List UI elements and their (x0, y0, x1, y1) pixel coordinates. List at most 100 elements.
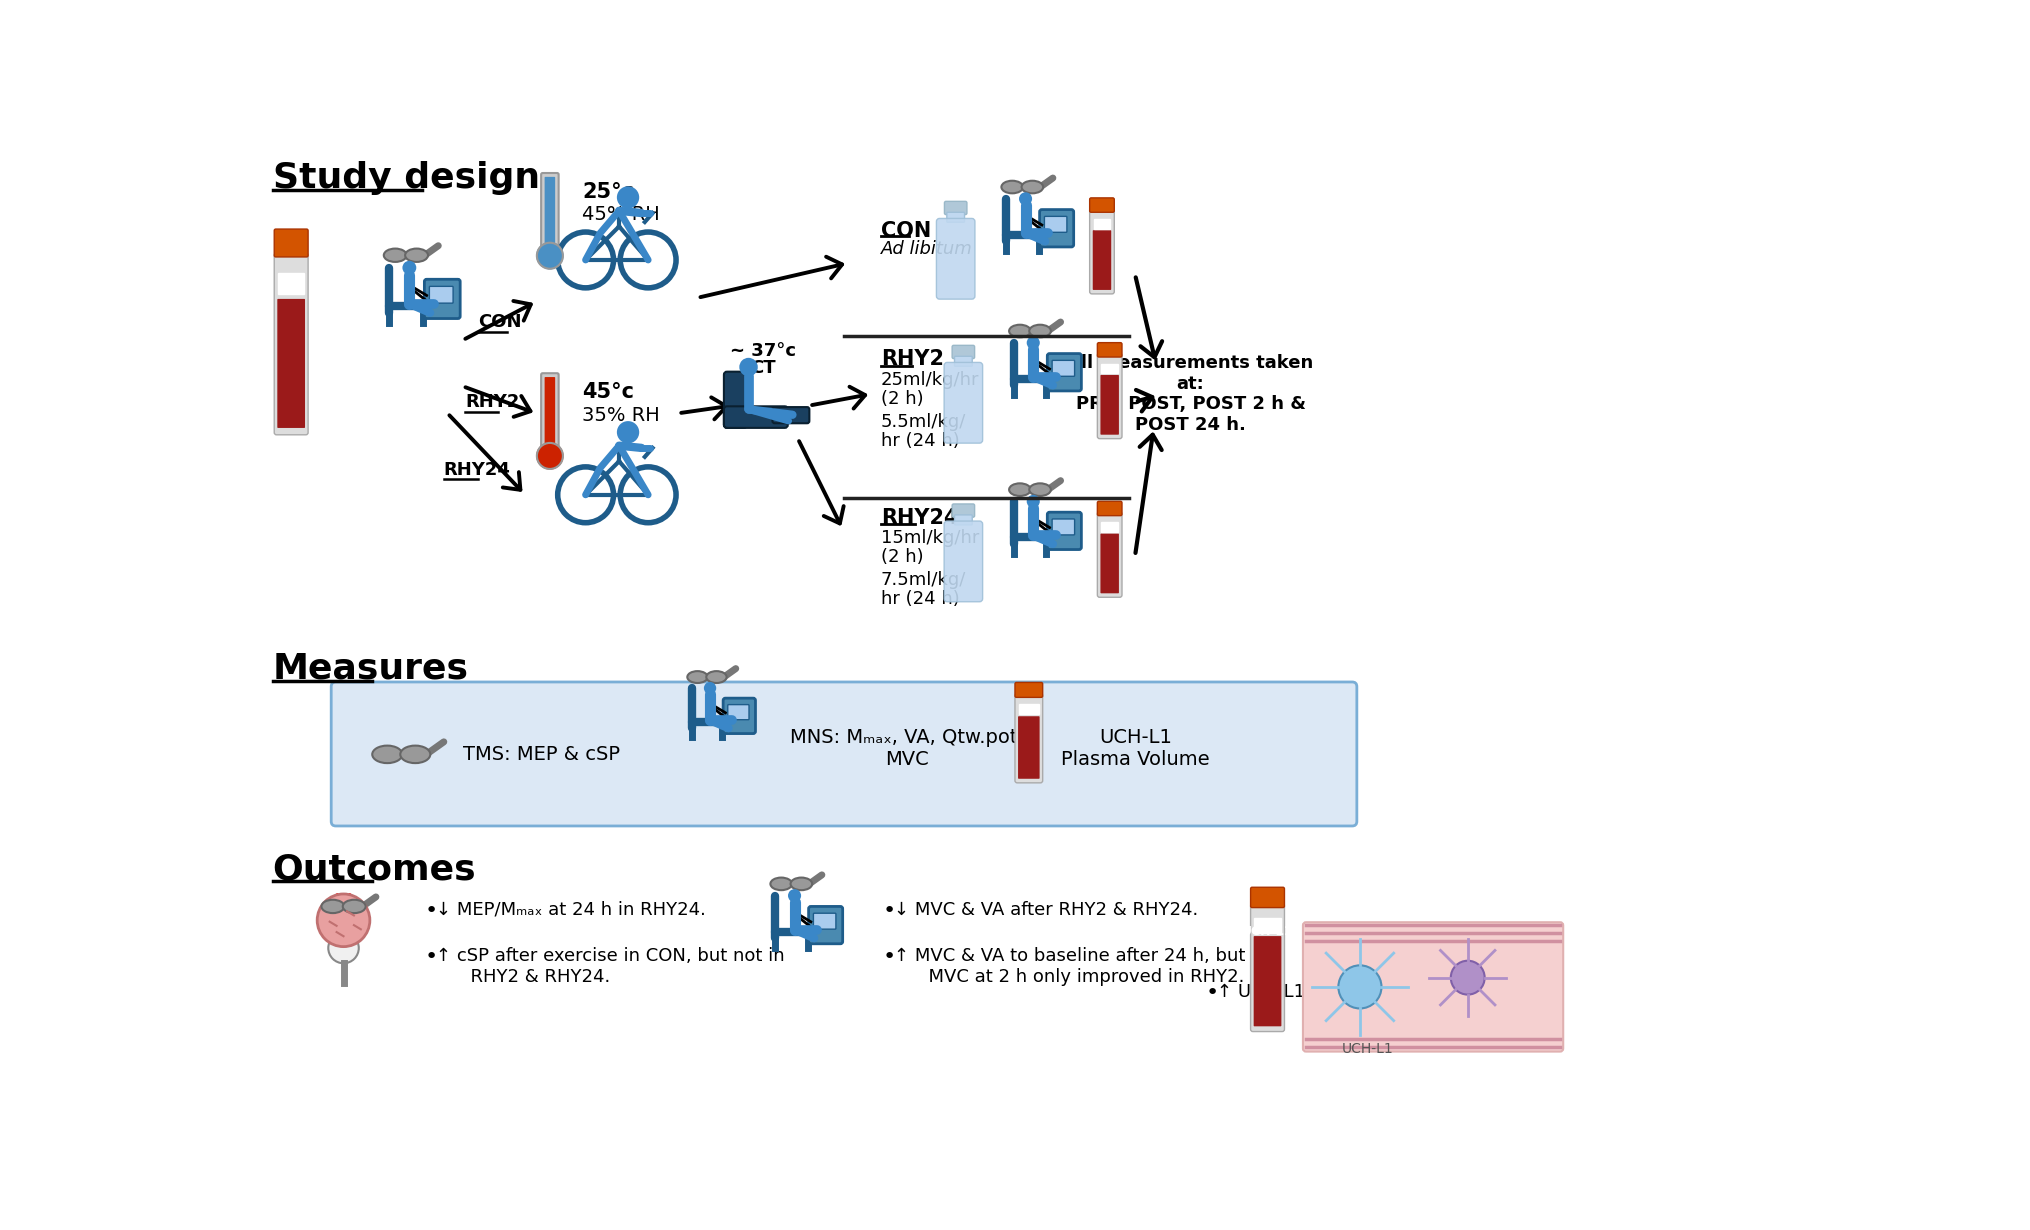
Text: UCH-L1: UCH-L1 (1242, 925, 1293, 938)
FancyBboxPatch shape (944, 522, 983, 601)
FancyBboxPatch shape (944, 202, 966, 214)
FancyBboxPatch shape (424, 279, 461, 319)
Text: Outcomes: Outcomes (272, 852, 477, 886)
FancyBboxPatch shape (542, 373, 558, 449)
Circle shape (1027, 336, 1039, 349)
Ellipse shape (384, 248, 406, 262)
FancyBboxPatch shape (944, 363, 983, 443)
FancyBboxPatch shape (331, 681, 1356, 827)
Bar (1100, 523, 1119, 531)
Circle shape (1027, 494, 1039, 508)
Circle shape (536, 443, 562, 469)
FancyBboxPatch shape (1098, 353, 1123, 439)
Circle shape (329, 932, 359, 963)
FancyBboxPatch shape (808, 907, 842, 943)
FancyBboxPatch shape (727, 705, 749, 720)
FancyBboxPatch shape (1047, 353, 1082, 391)
Circle shape (704, 681, 717, 694)
Text: 45°c: 45°c (583, 383, 633, 402)
FancyBboxPatch shape (1092, 230, 1110, 290)
Text: (2 h): (2 h) (881, 390, 924, 408)
Ellipse shape (1009, 325, 1031, 337)
Text: UCH-L1
Plasma Volume: UCH-L1 Plasma Volume (1062, 728, 1210, 769)
Circle shape (739, 358, 757, 376)
FancyBboxPatch shape (1017, 716, 1039, 779)
Text: ↑ MVC & VA to baseline after 24 h, but
      MVC at 2 h only improved in RHY2.: ↑ MVC & VA to baseline after 24 h, but M… (893, 947, 1246, 985)
FancyBboxPatch shape (544, 378, 554, 444)
Text: RHY2: RHY2 (881, 349, 944, 369)
Circle shape (788, 889, 802, 902)
Circle shape (536, 242, 562, 268)
Text: 35% RH: 35% RH (583, 406, 660, 424)
Ellipse shape (371, 745, 402, 763)
FancyBboxPatch shape (1098, 512, 1123, 598)
FancyBboxPatch shape (544, 177, 554, 245)
FancyBboxPatch shape (1098, 502, 1123, 515)
FancyBboxPatch shape (954, 515, 972, 525)
Text: RHY24: RHY24 (881, 508, 958, 528)
FancyBboxPatch shape (814, 913, 836, 929)
Text: ~ 37°c: ~ 37°c (731, 342, 796, 359)
Text: 15ml/kg/hr: 15ml/kg/hr (881, 529, 978, 547)
Text: Ad libitum: Ad libitum (881, 240, 972, 258)
Text: ↓ MEP/Mₘₐₓ at 24 h in RHY24.: ↓ MEP/Mₘₐₓ at 24 h in RHY24. (436, 900, 706, 919)
FancyBboxPatch shape (952, 504, 974, 517)
Text: 7.5ml/kg/: 7.5ml/kg/ (881, 571, 966, 589)
FancyBboxPatch shape (1052, 360, 1074, 376)
Text: CON: CON (479, 312, 522, 331)
Ellipse shape (406, 248, 428, 262)
Ellipse shape (1001, 181, 1023, 193)
FancyBboxPatch shape (1015, 694, 1043, 782)
FancyBboxPatch shape (723, 699, 755, 733)
FancyBboxPatch shape (952, 346, 974, 359)
Ellipse shape (321, 900, 345, 913)
FancyBboxPatch shape (1098, 343, 1123, 357)
Text: RHY24: RHY24 (445, 461, 510, 478)
FancyBboxPatch shape (274, 229, 309, 257)
Bar (1100, 364, 1119, 373)
FancyBboxPatch shape (1090, 198, 1114, 213)
Text: MNS: Mₘₐₓ, VA, Qtw.pot.
MVC: MNS: Mₘₐₓ, VA, Qtw.pot. MVC (790, 728, 1023, 769)
Text: RHY2: RHY2 (465, 392, 520, 411)
Bar (1019, 705, 1039, 715)
Text: 5.5ml/kg/: 5.5ml/kg/ (881, 413, 966, 432)
Circle shape (1451, 961, 1484, 995)
Text: 45% RH: 45% RH (583, 205, 660, 224)
FancyBboxPatch shape (1255, 936, 1281, 1026)
Ellipse shape (1009, 483, 1031, 496)
Ellipse shape (1029, 483, 1052, 496)
Circle shape (1019, 192, 1031, 205)
Circle shape (1338, 966, 1382, 1009)
Text: •: • (883, 947, 895, 967)
Ellipse shape (1029, 325, 1052, 337)
Text: ↑ cSP after exercise in CON, but not in
      RHY2 & RHY24.: ↑ cSP after exercise in CON, but not in … (436, 947, 784, 985)
Bar (1094, 219, 1110, 229)
Text: hr (24 h): hr (24 h) (881, 590, 960, 609)
FancyBboxPatch shape (1250, 904, 1285, 1032)
Ellipse shape (1021, 181, 1043, 193)
Text: 25°c: 25°c (583, 182, 633, 202)
FancyBboxPatch shape (430, 287, 453, 303)
Ellipse shape (771, 877, 792, 891)
Text: CON: CON (881, 220, 932, 241)
Circle shape (617, 186, 639, 209)
Bar (1255, 919, 1281, 934)
Circle shape (317, 894, 369, 947)
Text: •: • (1206, 983, 1220, 1002)
Text: •: • (883, 900, 895, 921)
FancyBboxPatch shape (1015, 683, 1043, 697)
FancyBboxPatch shape (954, 357, 972, 367)
Text: 25ml/kg/hr: 25ml/kg/hr (881, 371, 980, 389)
Text: TMS: MEP & cSP: TMS: MEP & cSP (463, 745, 619, 764)
FancyBboxPatch shape (725, 371, 747, 428)
FancyBboxPatch shape (1100, 375, 1119, 434)
Text: •: • (424, 900, 438, 921)
Text: (2 h): (2 h) (881, 549, 924, 566)
FancyBboxPatch shape (771, 407, 810, 423)
FancyBboxPatch shape (1052, 519, 1074, 535)
Text: hr (24 h): hr (24 h) (881, 433, 960, 450)
Text: UCH-L1: UCH-L1 (1342, 1042, 1393, 1057)
FancyBboxPatch shape (278, 299, 304, 428)
Text: Study design: Study design (272, 161, 540, 196)
Ellipse shape (688, 672, 708, 683)
